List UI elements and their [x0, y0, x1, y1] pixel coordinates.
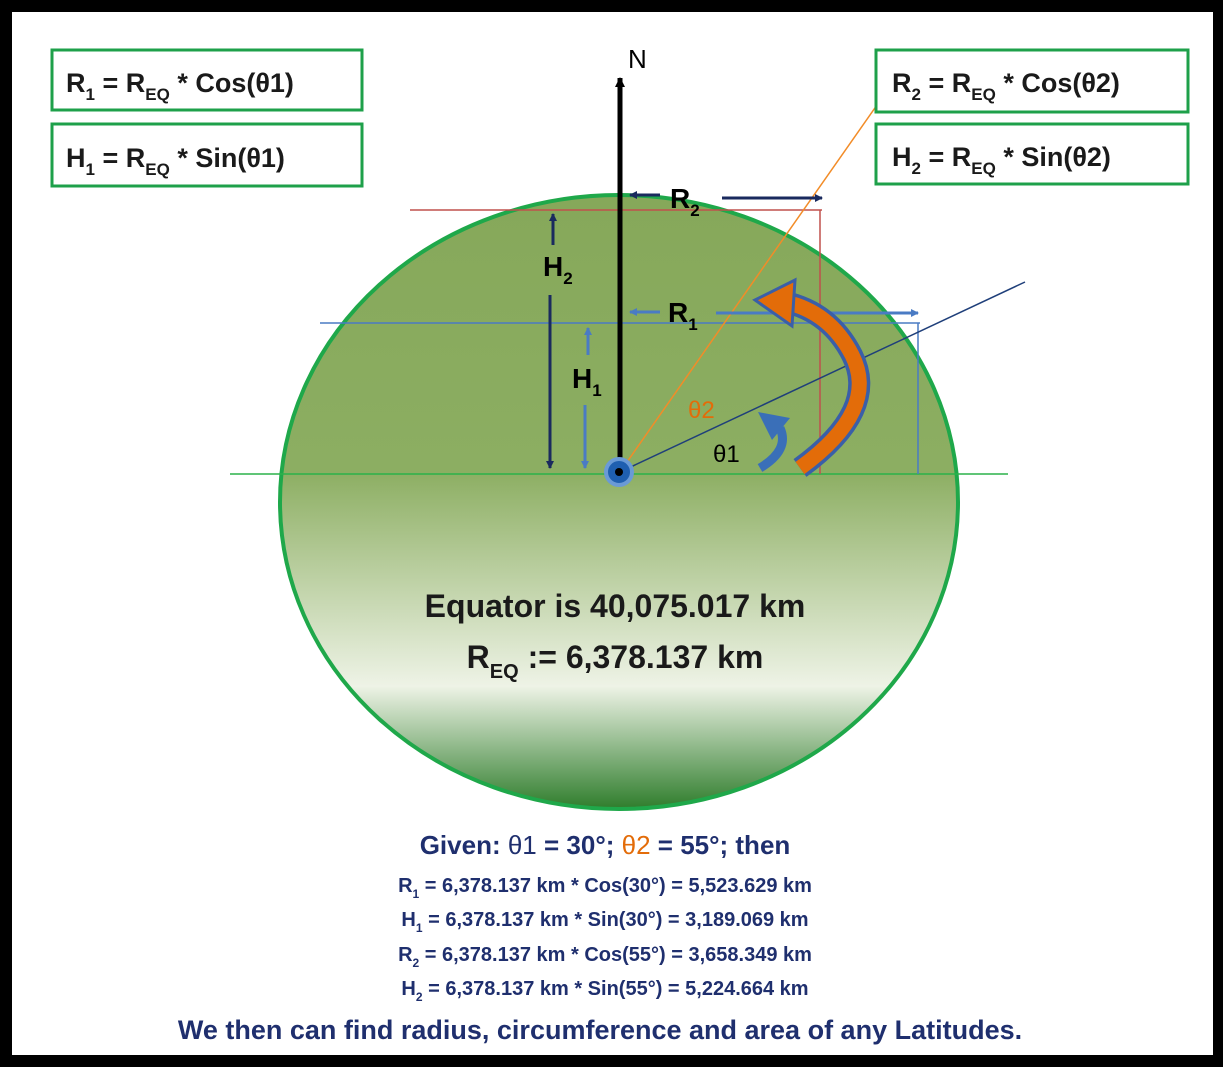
text-part: = R	[95, 143, 145, 173]
formula: R1 = REQ * Cos(θ1)	[66, 68, 294, 104]
given-part: 55°	[680, 830, 719, 860]
given-text: Given: θ1 = 30°; θ2 = 55°; then	[420, 830, 791, 860]
formula-box	[874, 122, 1190, 186]
theta2-arc	[783, 294, 867, 475]
formula-box	[50, 48, 364, 112]
result-line: R1 = 6,378.137 km * Cos(30°) = 5,523.629…	[398, 875, 812, 901]
text-part: R	[668, 297, 688, 328]
text-part: H	[401, 978, 415, 1000]
subscript: EQ	[490, 661, 519, 683]
subscript: 1	[86, 160, 95, 179]
given-part: 30°	[566, 830, 605, 860]
formula: H2 = REQ * Sin(θ2)	[892, 142, 1111, 178]
given-part: Given:	[420, 830, 508, 860]
subscript: 2	[563, 269, 572, 288]
conclusion: We then can find radius, circumference a…	[178, 1015, 1022, 1045]
given-part: ; then	[720, 830, 791, 860]
theta2-ray	[619, 64, 906, 473]
subscript: EQ	[145, 85, 170, 104]
text-part: R	[670, 183, 690, 214]
text-part: R	[467, 639, 490, 675]
subscript: 1	[416, 921, 423, 935]
subscript: EQ	[971, 159, 996, 178]
subscript: 2	[912, 159, 921, 178]
text-part: = R	[95, 68, 145, 98]
text-part: R	[398, 875, 413, 897]
subscript: EQ	[971, 85, 996, 104]
text-part: = R	[921, 142, 971, 172]
text-part: H	[543, 251, 563, 282]
subscript: 1	[86, 85, 95, 104]
text-part: := 6,378.137 km	[519, 639, 764, 675]
r2-label: R2	[670, 183, 700, 220]
h2-label: H2	[543, 251, 573, 288]
text-part: = 6,378.137 km * Cos(30°) = 5,523.629 km	[419, 875, 812, 897]
subscript: 2	[690, 201, 699, 220]
given-part: =	[537, 830, 567, 860]
text-part: H	[572, 363, 592, 394]
formula: R2 = REQ * Cos(θ2)	[892, 68, 1120, 104]
subscript: 2	[912, 85, 921, 104]
given-part: =	[651, 830, 681, 860]
subscript: 2	[413, 956, 420, 970]
given-part: θ2	[622, 830, 651, 860]
theta1-ray	[619, 281, 1026, 473]
text-part: R	[398, 944, 413, 966]
given-part: θ1	[508, 830, 537, 860]
text-part: = R	[921, 68, 971, 98]
text-part: = 6,378.137 km * Sin(30°) = 3,189.069 km	[423, 909, 809, 931]
theta1-arc	[757, 426, 787, 472]
text-part: * Cos(θ2)	[996, 68, 1120, 98]
text-part: H	[66, 143, 86, 173]
theta1-label: θ1	[713, 441, 740, 468]
subscript: 1	[592, 381, 601, 400]
formula-box	[50, 122, 364, 188]
r1-label: R1	[668, 297, 698, 334]
formula: H1 = REQ * Sin(θ1)	[66, 143, 285, 179]
north-label: N	[628, 44, 647, 74]
text-part: * Sin(θ2)	[996, 142, 1111, 172]
subscript: 1	[413, 887, 420, 901]
theta2-arc-head	[752, 277, 797, 329]
text-part: R	[66, 68, 86, 98]
subscript: 1	[688, 315, 697, 334]
theta1-arc-head	[758, 412, 790, 440]
subscript: EQ	[145, 160, 170, 179]
text-part: = 6,378.137 km * Sin(55°) = 5,224.664 km	[423, 978, 809, 1000]
h1-label: H1	[572, 363, 602, 400]
center-dot	[615, 468, 623, 476]
text-part: R	[892, 68, 912, 98]
text-part: * Cos(θ1)	[170, 68, 294, 98]
text-part: * Sin(θ1)	[170, 143, 285, 173]
formula-box	[874, 48, 1190, 114]
text-part: H	[401, 909, 415, 931]
result-line: H1 = 6,378.137 km * Sin(30°) = 3,189.069…	[401, 909, 808, 935]
text-part: = 6,378.137 km * Cos(55°) = 3,658.349 km	[419, 944, 812, 966]
equator-text: Equator is 40,075.017 km	[425, 588, 806, 624]
text-part: H	[892, 142, 912, 172]
given-part: ;	[606, 830, 622, 860]
radius-text: REQ := 6,378.137 km	[467, 639, 764, 683]
subscript: 2	[416, 990, 423, 1004]
theta2-label: θ2	[688, 397, 715, 424]
result-line: H2 = 6,378.137 km * Sin(55°) = 5,224.664…	[401, 978, 808, 1004]
result-line: R2 = 6,378.137 km * Cos(55°) = 3,658.349…	[398, 944, 812, 970]
